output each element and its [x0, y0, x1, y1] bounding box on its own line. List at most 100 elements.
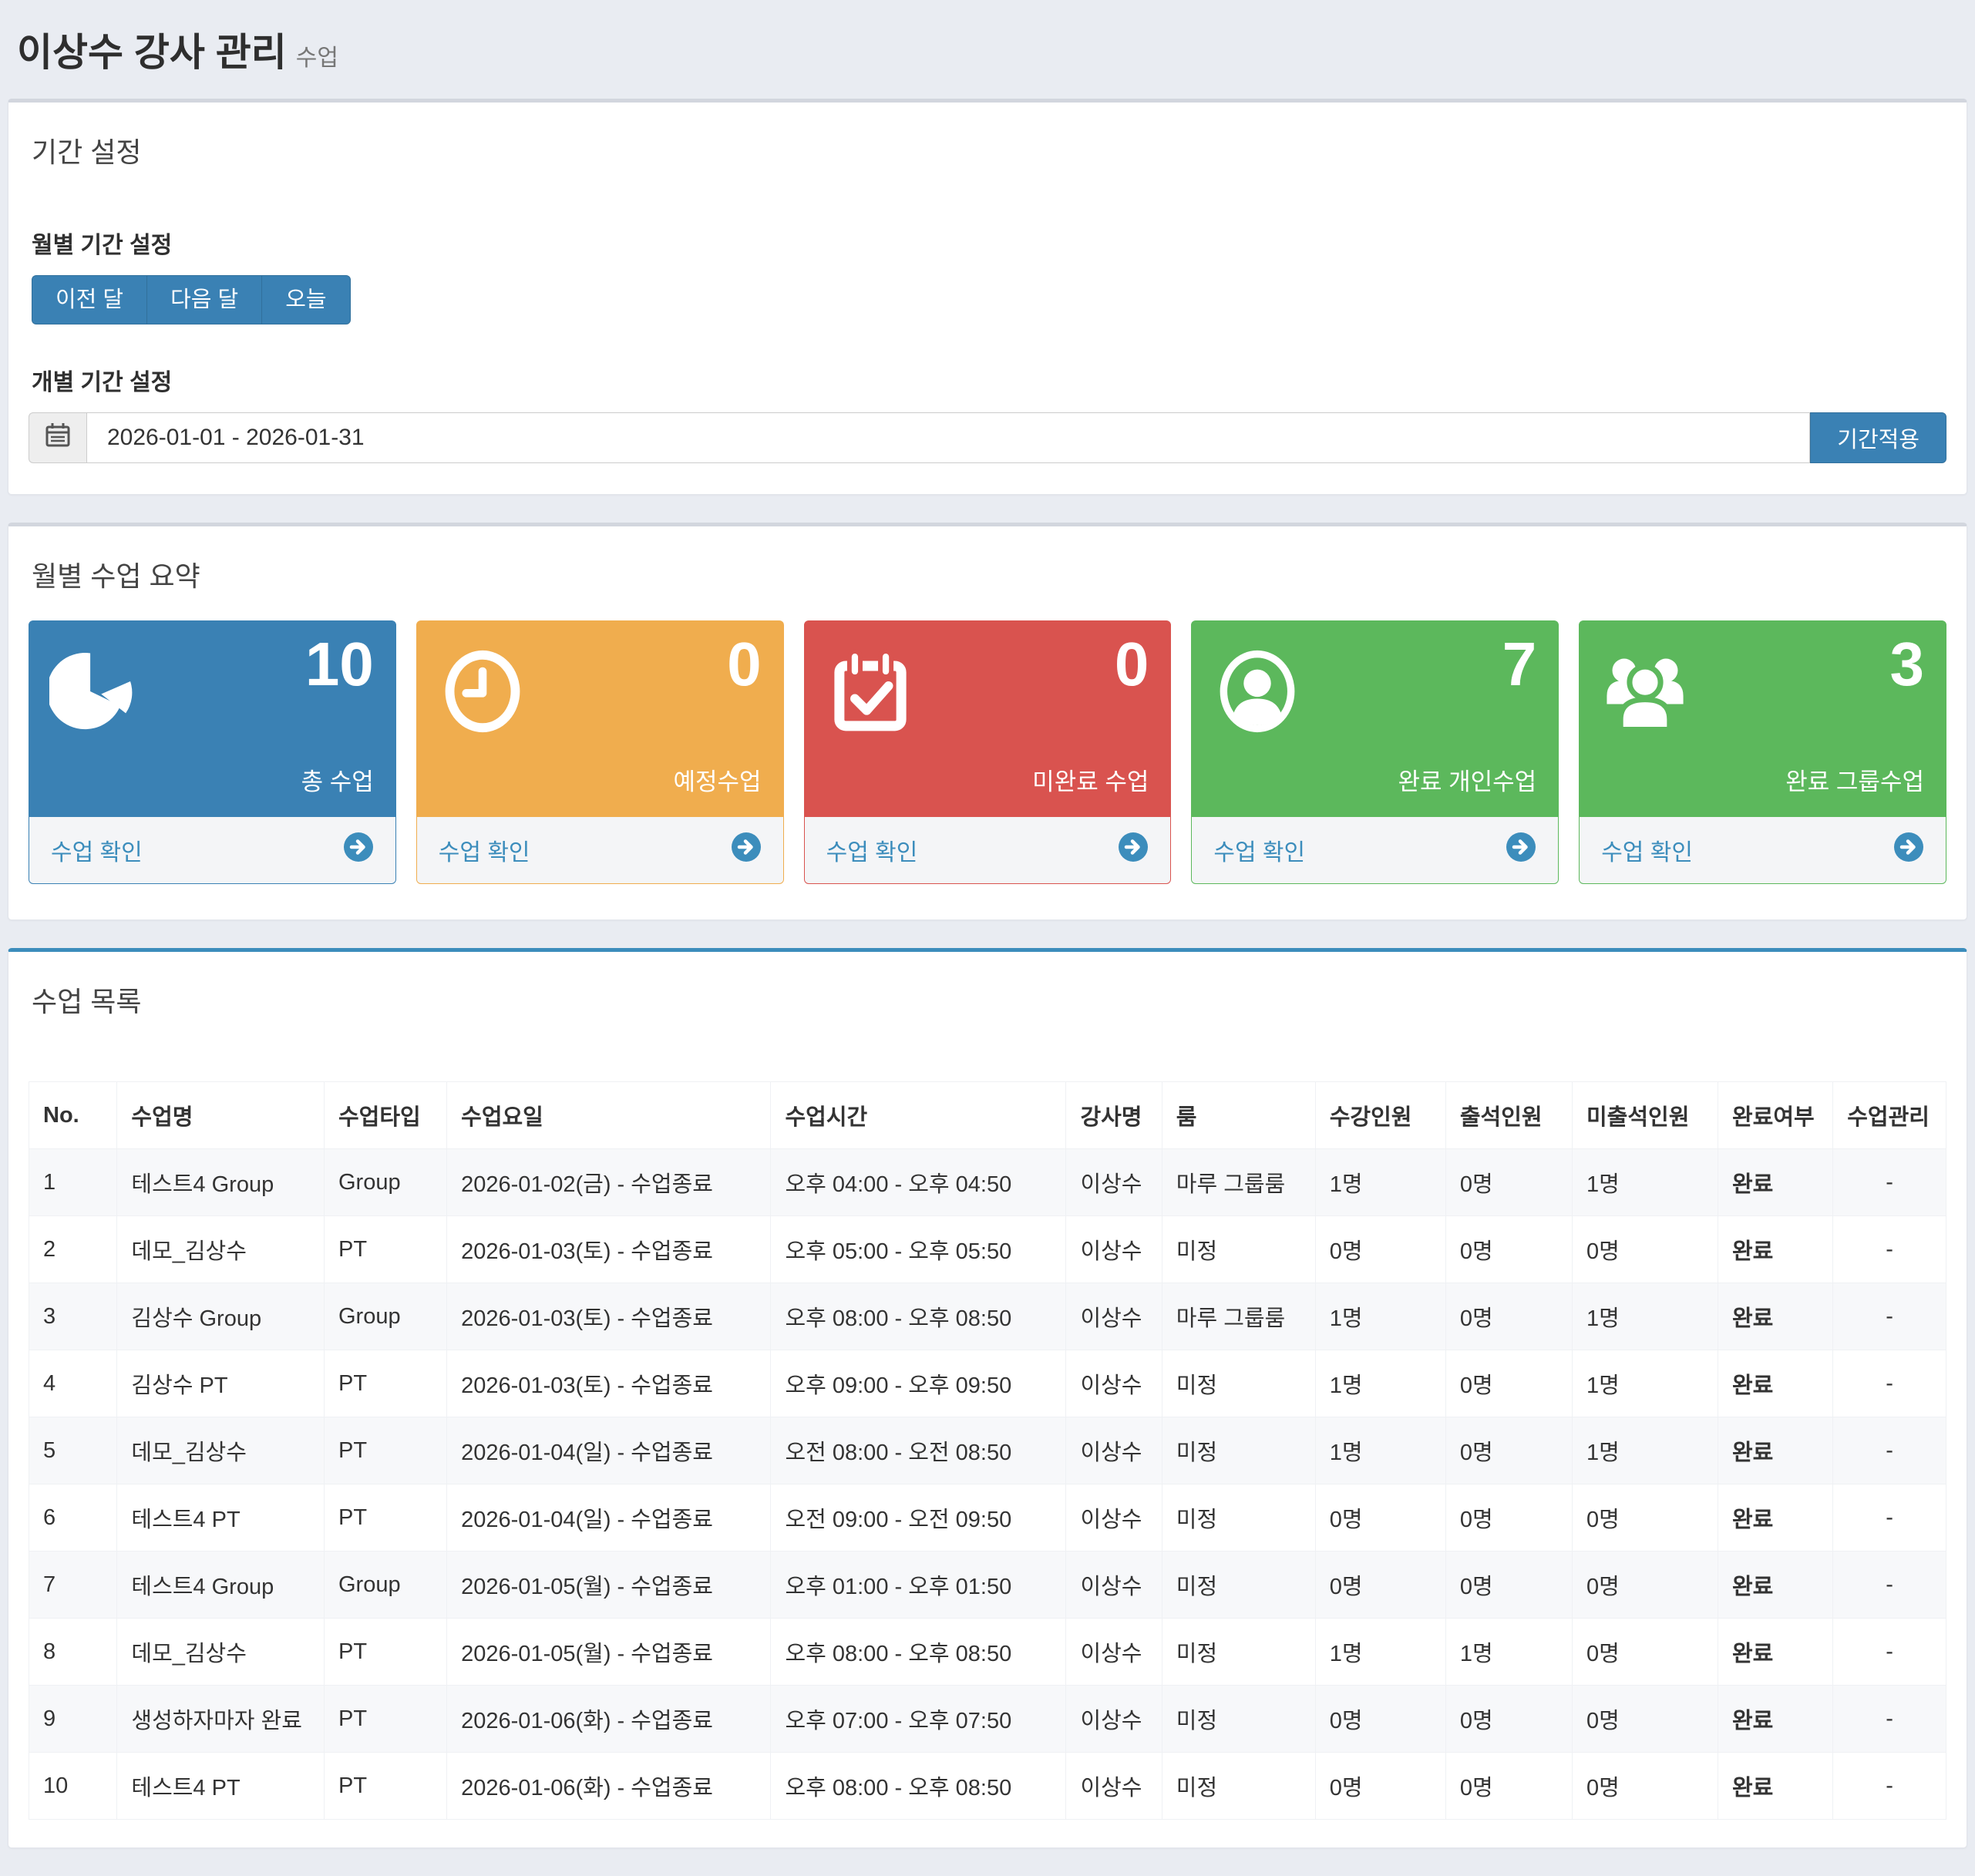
scheduled-classes-footer-link[interactable]: 수업 확인 [417, 817, 783, 883]
today-button[interactable]: 오늘 [261, 275, 350, 324]
cell-completion: 완료 [1718, 1753, 1832, 1820]
completed-personal-value: 7 [1502, 629, 1537, 700]
cell-room: 미정 [1162, 1619, 1315, 1686]
cell-class-name: 김상수 PT [117, 1350, 325, 1417]
table-row: 9생성하자마자 완료PT2026-01-06(화) - 수업종료오후 07:00… [29, 1686, 1946, 1753]
cell-class-type: PT [324, 1753, 446, 1820]
incomplete-classes-card: 0 미완료 수업 수업 확인 [804, 620, 1172, 884]
cell-enrolled: 0명 [1315, 1484, 1445, 1552]
page-subtitle: 수업 [296, 45, 338, 71]
cell-instructor: 이상수 [1066, 1753, 1162, 1820]
completed-personal-footer-link[interactable]: 수업 확인 [1192, 817, 1558, 883]
cell-class-type: PT [324, 1350, 446, 1417]
cell-attended: 0명 [1445, 1283, 1572, 1350]
scheduled-classes-card: 0 예정수업 수업 확인 [416, 620, 784, 884]
cell-absent: 0명 [1572, 1686, 1718, 1753]
cell-completion: 완료 [1718, 1283, 1832, 1350]
cell-class-day: 2026-01-03(토) - 수업종료 [447, 1283, 771, 1350]
footer-link-label: 수업 확인 [826, 833, 918, 867]
cell-attended: 0명 [1445, 1417, 1572, 1484]
clock-icon [437, 646, 528, 737]
incomplete-classes-card-body: 0 미완료 수업 [805, 621, 1171, 817]
class-list-heading: 수업 목록 [32, 980, 1946, 1020]
column-header-attended: 출석인원 [1445, 1082, 1572, 1149]
cell-absent: 0명 [1572, 1552, 1718, 1619]
user-icon [1212, 646, 1303, 737]
cell-class-time: 오후 05:00 - 오후 05:50 [771, 1216, 1066, 1283]
cell-manage: - [1833, 1484, 1946, 1552]
cell-instructor: 이상수 [1066, 1417, 1162, 1484]
table-header-row: No.수업명수업타입수업요일수업시간강사명룸수강인원출석인원미출석인원완료여부수… [29, 1082, 1946, 1149]
table-row: 3김상수 GroupGroup2026-01-03(토) - 수업종료오후 08… [29, 1283, 1946, 1350]
cell-attended: 0명 [1445, 1350, 1572, 1417]
cell-class-time: 오후 09:00 - 오후 09:50 [771, 1350, 1066, 1417]
cell-class-name: 데모_김상수 [117, 1216, 325, 1283]
cell-absent: 0명 [1572, 1484, 1718, 1552]
cell-class-time: 오후 08:00 - 오후 08:50 [771, 1753, 1066, 1820]
prev-month-button[interactable]: 이전 달 [32, 275, 146, 324]
cell-no: 4 [29, 1350, 117, 1417]
cell-instructor: 이상수 [1066, 1350, 1162, 1417]
cell-completion: 완료 [1718, 1417, 1832, 1484]
cell-enrolled: 1명 [1315, 1417, 1445, 1484]
table-row: 8데모_김상수PT2026-01-05(월) - 수업종료오후 08:00 - … [29, 1619, 1946, 1686]
cell-no: 5 [29, 1417, 117, 1484]
cell-absent: 0명 [1572, 1619, 1718, 1686]
cell-completion: 완료 [1718, 1686, 1832, 1753]
cell-instructor: 이상수 [1066, 1283, 1162, 1350]
cell-no: 8 [29, 1619, 117, 1686]
cell-class-time: 오전 08:00 - 오전 08:50 [771, 1417, 1066, 1484]
footer-link-label: 수업 확인 [1213, 833, 1305, 867]
cell-no: 6 [29, 1484, 117, 1552]
cell-manage: - [1833, 1619, 1946, 1686]
cell-enrolled: 0명 [1315, 1552, 1445, 1619]
cell-enrolled: 0명 [1315, 1216, 1445, 1283]
cell-no: 9 [29, 1686, 117, 1753]
cell-class-type: Group [324, 1149, 446, 1216]
cell-manage: - [1833, 1753, 1946, 1820]
cell-room: 마루 그룹룸 [1162, 1149, 1315, 1216]
class-table-wrap: No.수업명수업타입수업요일수업시간강사명룸수강인원출석인원미출석인원완료여부수… [29, 1081, 1946, 1820]
apply-period-button[interactable]: 기간적용 [1810, 412, 1946, 463]
completed-group-card-body: 3 완료 그룹수업 [1580, 621, 1946, 817]
cell-enrolled: 1명 [1315, 1619, 1445, 1686]
calendar-check-icon [825, 646, 916, 737]
completed-group-footer-link[interactable]: 수업 확인 [1580, 817, 1946, 883]
next-month-button[interactable]: 다음 달 [146, 275, 261, 324]
completed-group-card: 3 완료 그룹수업 수업 확인 [1579, 620, 1946, 884]
column-header-completion: 완료여부 [1718, 1082, 1832, 1149]
pie-chart-icon [49, 646, 140, 737]
cell-class-day: 2026-01-05(월) - 수업종료 [447, 1619, 771, 1686]
cell-enrolled: 1명 [1315, 1350, 1445, 1417]
class-list-panel: 수업 목록 No.수업명수업타입수업요일수업시간강사명룸수강인원출석인원미출석인… [8, 948, 1967, 1848]
cell-manage: - [1833, 1149, 1946, 1216]
cell-completion: 완료 [1718, 1484, 1832, 1552]
table-row: 5데모_김상수PT2026-01-04(일) - 수업종료오전 08:00 - … [29, 1417, 1946, 1484]
date-range-input[interactable] [86, 412, 1810, 463]
period-settings-panel: 기간 설정 월별 기간 설정 이전 달 다음 달 오늘 개별 기간 설정 기간적… [8, 99, 1967, 495]
cell-absent: 1명 [1572, 1417, 1718, 1484]
cell-class-name: 테스트4 PT [117, 1484, 325, 1552]
cell-absent: 1명 [1572, 1149, 1718, 1216]
monthly-period-label: 월별 기간 설정 [32, 226, 1946, 260]
cell-completion: 완료 [1718, 1149, 1832, 1216]
cell-room: 미정 [1162, 1753, 1315, 1820]
column-header-absent: 미출석인원 [1572, 1082, 1718, 1149]
cell-manage: - [1833, 1350, 1946, 1417]
incomplete-classes-label: 미완료 수업 [1032, 762, 1149, 797]
cell-class-name: 김상수 Group [117, 1283, 325, 1350]
footer-link-label: 수업 확인 [1601, 833, 1693, 867]
column-header-manage: 수업관리 [1833, 1082, 1946, 1149]
arrow-right-circle-icon [731, 832, 762, 869]
cell-class-day: 2026-01-05(월) - 수업종료 [447, 1552, 771, 1619]
column-header-room: 룸 [1162, 1082, 1315, 1149]
total-classes-footer-link[interactable]: 수업 확인 [29, 817, 395, 883]
users-icon [1600, 646, 1691, 737]
cell-class-day: 2026-01-04(일) - 수업종료 [447, 1484, 771, 1552]
cell-room: 미정 [1162, 1216, 1315, 1283]
cell-absent: 0명 [1572, 1216, 1718, 1283]
incomplete-classes-footer-link[interactable]: 수업 확인 [805, 817, 1171, 883]
cell-class-time: 오후 04:00 - 오후 04:50 [771, 1149, 1066, 1216]
table-row: 7테스트4 GroupGroup2026-01-05(월) - 수업종료오후 0… [29, 1552, 1946, 1619]
cell-class-name: 생성하자마자 완료 [117, 1686, 325, 1753]
